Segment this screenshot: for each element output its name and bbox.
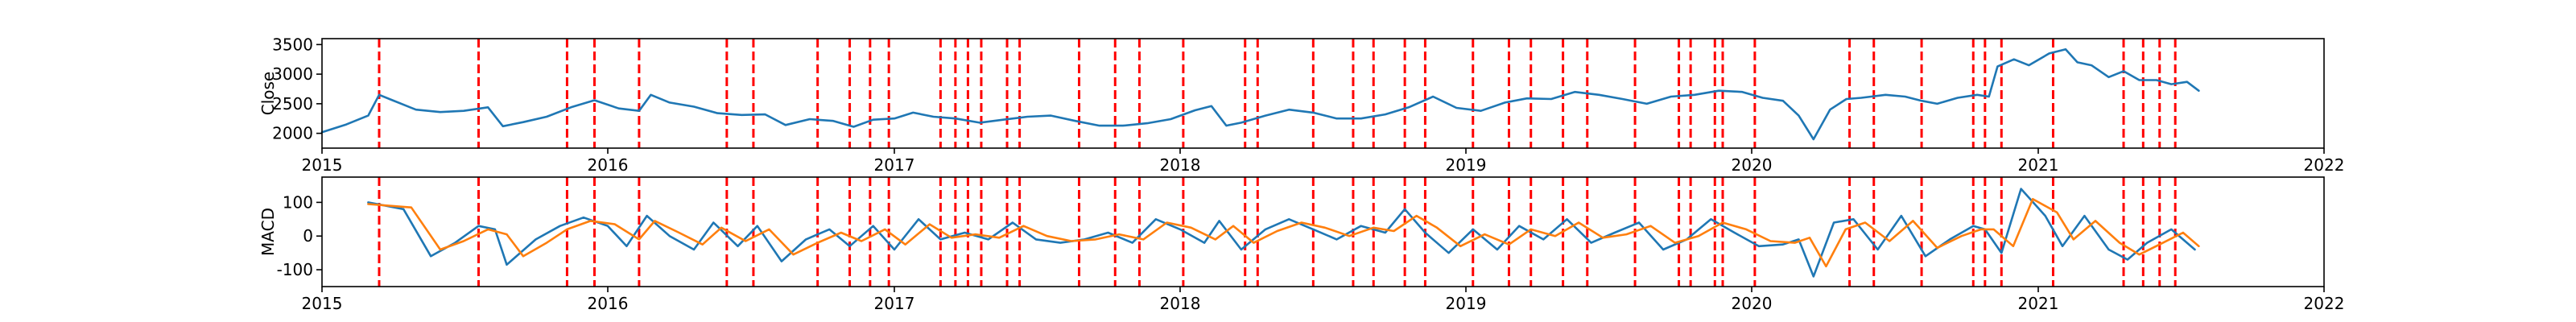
close-y-axis: 2000 2500 3000 3500 [272,35,322,143]
close-x-axis: 2015 2016 2017 2018 2019 2020 2021 2022 [302,148,2345,175]
y-tick-label: 100 [283,192,313,212]
close-price-panel: 2015 2016 2017 2018 2019 2020 2021 2022 2000 250… [258,35,2344,175]
series-line-0 [320,47,2200,141]
close-series [320,47,2200,141]
event-lines [378,177,2177,287]
x-tick-label: 2019 [1446,294,1487,313]
x-tick-label: 2015 [302,155,343,175]
x-tick-label: 2017 [874,294,915,313]
series-line-0 [367,188,2196,278]
macd-series [367,188,2200,278]
x-tick-label: 2020 [1732,155,1773,175]
y-tick-label: 2000 [272,124,313,143]
series-line-1 [367,197,2200,268]
y-tick-label: 3000 [272,64,313,84]
x-tick-label: 2021 [2018,294,2059,313]
close-axes-frame [321,38,2325,149]
macd-panel: 2015 2016 2017 2018 2019 2020 2021 2022 -100 0 10… [258,176,2345,313]
macd-x-axis: 2015 2016 2017 2018 2019 2020 2021 2022 [302,287,2345,313]
macd-y-axis-label: MACD [258,208,278,256]
y-tick-label: 2500 [272,94,313,114]
y-tick-label: 0 [303,226,313,246]
x-tick-label: 2022 [2304,155,2345,175]
x-tick-label: 2016 [588,155,629,175]
y-tick-label: -100 [277,260,313,279]
macd-y-axis: -100 0 100 [277,192,322,279]
x-tick-label: 2017 [874,155,915,175]
x-tick-label: 2018 [1160,155,1201,175]
x-tick-label: 2016 [588,294,629,313]
x-tick-label: 2020 [1732,294,1773,313]
x-tick-label: 2015 [302,294,343,313]
x-tick-label: 2019 [1446,155,1487,175]
close-y-axis-label: Close [258,72,278,115]
x-tick-label: 2018 [1160,294,1201,313]
macd-axes-frame [321,176,2325,287]
y-tick-label: 3500 [272,35,313,54]
x-tick-label: 2022 [2304,294,2345,313]
x-tick-label: 2021 [2018,155,2059,175]
event-lines [378,39,2177,148]
